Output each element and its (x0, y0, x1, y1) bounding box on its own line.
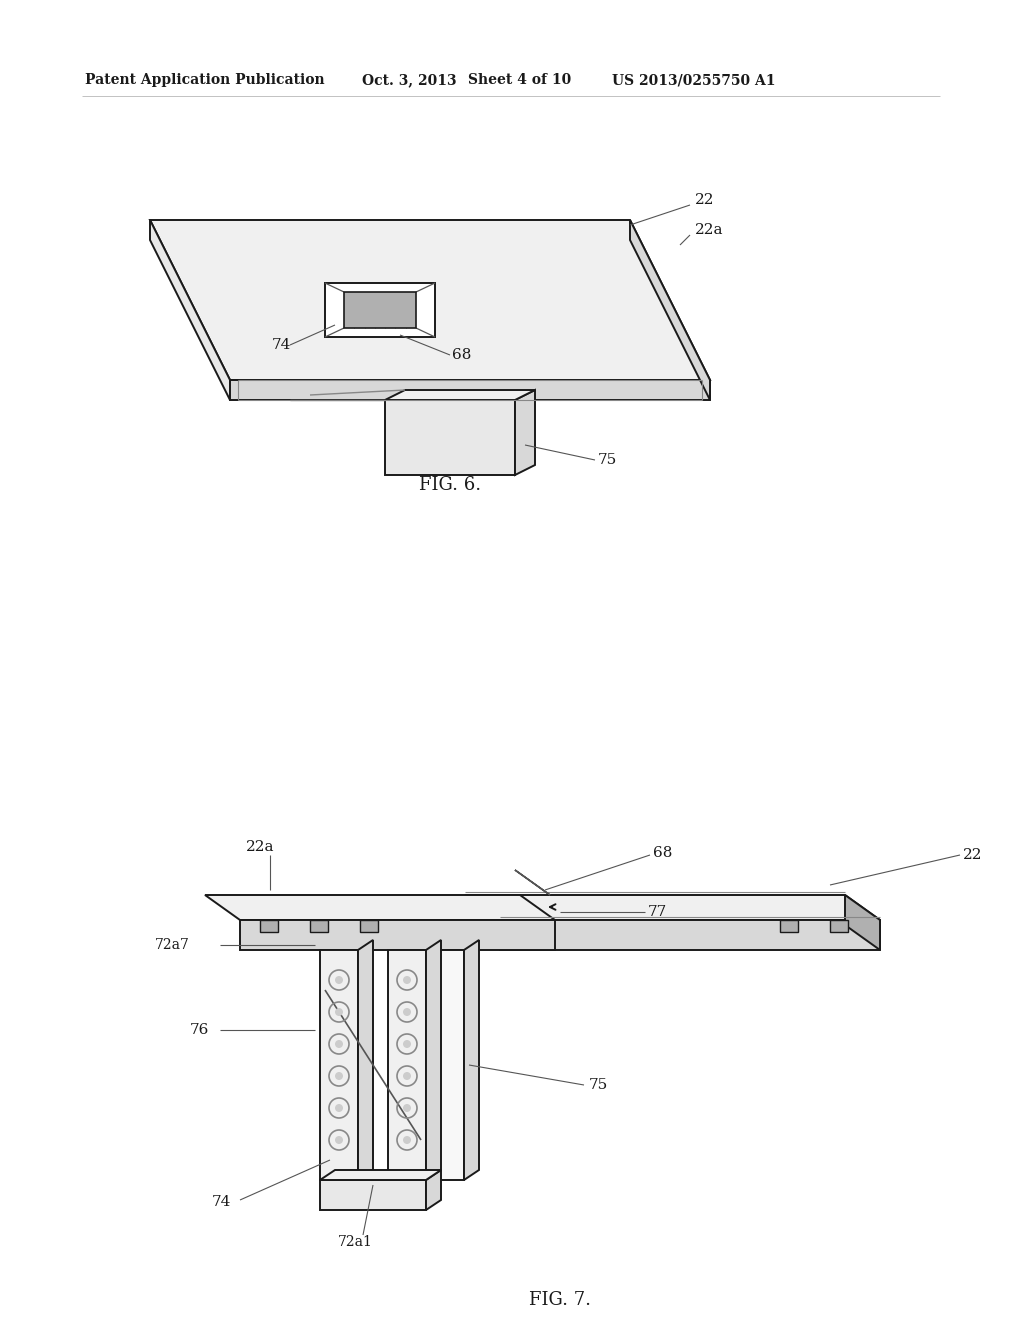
Text: 22: 22 (963, 847, 982, 862)
Circle shape (335, 1072, 343, 1080)
Circle shape (403, 1072, 411, 1080)
Polygon shape (385, 389, 535, 400)
Polygon shape (344, 292, 416, 327)
Text: Patent Application Publication: Patent Application Publication (85, 73, 325, 87)
Text: 77: 77 (648, 906, 668, 919)
Text: Sheet 4 of 10: Sheet 4 of 10 (468, 73, 571, 87)
Polygon shape (426, 950, 464, 1180)
Polygon shape (388, 950, 426, 1180)
Polygon shape (465, 895, 880, 920)
Text: 22a: 22a (695, 223, 724, 238)
Text: FIG. 7.: FIG. 7. (529, 1291, 591, 1309)
Polygon shape (240, 920, 555, 950)
Text: 22: 22 (695, 193, 715, 207)
Polygon shape (310, 920, 328, 932)
Polygon shape (150, 220, 710, 380)
Polygon shape (515, 870, 550, 895)
Text: US 2013/0255750 A1: US 2013/0255750 A1 (612, 73, 775, 87)
Polygon shape (630, 220, 710, 400)
Text: 74: 74 (212, 1195, 231, 1209)
Polygon shape (780, 920, 798, 932)
Circle shape (403, 975, 411, 983)
Polygon shape (358, 940, 373, 1180)
Text: 76: 76 (190, 1023, 209, 1038)
Circle shape (335, 1008, 343, 1016)
Polygon shape (464, 940, 479, 1180)
Polygon shape (260, 920, 278, 932)
Text: 68: 68 (653, 846, 673, 861)
Polygon shape (360, 920, 378, 932)
Text: Oct. 3, 2013: Oct. 3, 2013 (362, 73, 457, 87)
Polygon shape (150, 220, 230, 400)
Polygon shape (426, 940, 441, 1180)
Polygon shape (319, 1180, 426, 1210)
Polygon shape (230, 380, 710, 400)
Text: 72a1: 72a1 (338, 1236, 373, 1249)
Circle shape (403, 1137, 411, 1144)
Polygon shape (319, 950, 358, 1180)
Circle shape (403, 1104, 411, 1111)
Circle shape (335, 1040, 343, 1048)
Polygon shape (845, 895, 880, 950)
Circle shape (335, 1137, 343, 1144)
Polygon shape (385, 400, 515, 475)
Text: FIG. 6.: FIG. 6. (419, 477, 481, 494)
Polygon shape (426, 1170, 441, 1210)
Polygon shape (319, 1170, 441, 1180)
Text: 75: 75 (589, 1078, 608, 1092)
Text: 22a: 22a (246, 840, 274, 854)
Polygon shape (830, 920, 848, 932)
Circle shape (335, 1104, 343, 1111)
Text: 72a7: 72a7 (155, 939, 189, 952)
Text: 75: 75 (598, 453, 617, 467)
Circle shape (335, 975, 343, 983)
Polygon shape (500, 920, 880, 950)
Text: 68: 68 (452, 348, 471, 362)
Polygon shape (325, 282, 435, 337)
Text: 74: 74 (272, 338, 292, 352)
Polygon shape (205, 895, 555, 920)
Circle shape (403, 1008, 411, 1016)
Polygon shape (515, 389, 535, 475)
Circle shape (403, 1040, 411, 1048)
